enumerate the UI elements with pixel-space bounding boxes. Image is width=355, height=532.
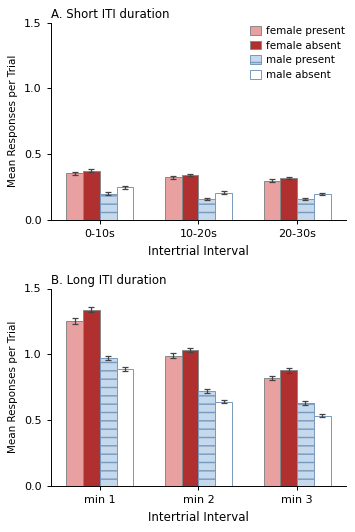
Bar — [263, 378, 280, 486]
Bar — [100, 359, 116, 486]
Bar — [215, 193, 232, 220]
Bar — [100, 194, 116, 220]
Bar — [116, 187, 133, 220]
Text: B. Long ITI duration: B. Long ITI duration — [50, 275, 166, 287]
Y-axis label: Mean Responses per Trial: Mean Responses per Trial — [8, 321, 18, 453]
Bar — [314, 194, 331, 220]
Bar — [66, 321, 83, 486]
Bar — [263, 180, 280, 220]
X-axis label: Intertrial Interval: Intertrial Interval — [148, 245, 249, 257]
Bar — [83, 310, 100, 486]
Bar — [66, 173, 83, 220]
Bar — [83, 171, 100, 220]
Bar — [182, 350, 198, 486]
Bar — [165, 356, 182, 486]
Bar — [280, 178, 297, 220]
Bar — [297, 199, 314, 220]
X-axis label: Intertrial Interval: Intertrial Interval — [148, 511, 249, 523]
Bar — [280, 370, 297, 486]
Bar — [165, 177, 182, 220]
Text: A. Short ITI duration: A. Short ITI duration — [50, 9, 169, 21]
Bar — [182, 174, 198, 220]
Bar — [198, 390, 215, 486]
Bar — [198, 198, 215, 220]
Legend: female present, female absent, male present, male absent: female present, female absent, male pres… — [248, 24, 347, 82]
Y-axis label: Mean Responses per Trial: Mean Responses per Trial — [8, 55, 18, 187]
Bar — [215, 402, 232, 486]
Bar — [314, 415, 331, 486]
Bar — [297, 403, 314, 486]
Bar — [116, 369, 133, 486]
